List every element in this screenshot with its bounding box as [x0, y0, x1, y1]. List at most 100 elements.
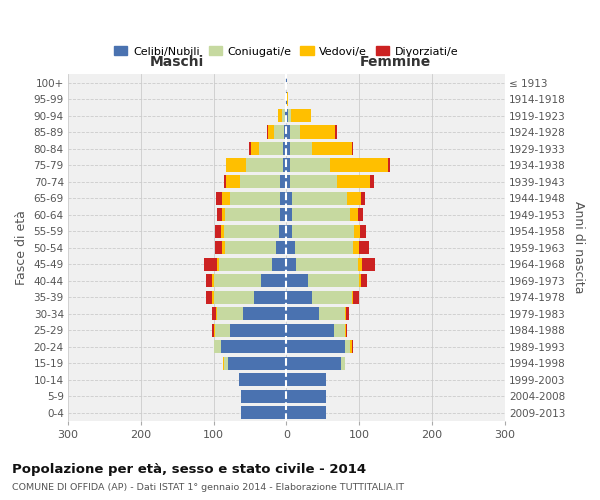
Bar [290, 109, 311, 122]
Text: Femmine: Femmine [360, 56, 431, 70]
Bar [242, 307, 286, 320]
Bar [337, 175, 370, 188]
Bar [350, 340, 352, 353]
Bar [212, 324, 214, 337]
Bar [217, 258, 220, 270]
Bar [286, 224, 292, 237]
Bar [308, 274, 359, 287]
Bar [353, 241, 359, 254]
Bar [280, 175, 286, 188]
Bar [361, 192, 365, 204]
Bar [344, 324, 346, 337]
Bar [278, 109, 282, 122]
Bar [286, 175, 290, 188]
Bar [279, 224, 286, 237]
Bar [290, 175, 337, 188]
Bar [286, 109, 288, 122]
Bar [290, 158, 330, 172]
Bar [283, 158, 286, 172]
Bar [290, 142, 312, 155]
Bar [221, 340, 286, 353]
Bar [360, 224, 365, 237]
Bar [292, 192, 347, 204]
Bar [347, 192, 361, 204]
Bar [225, 208, 280, 221]
Bar [285, 109, 286, 122]
Bar [280, 208, 286, 221]
Bar [280, 192, 286, 204]
Bar [215, 241, 222, 254]
Bar [217, 192, 222, 204]
Bar [286, 158, 290, 172]
Bar [241, 390, 286, 403]
Bar [286, 258, 296, 270]
Bar [214, 324, 215, 337]
Bar [352, 142, 353, 155]
Bar [286, 340, 344, 353]
Bar [212, 290, 214, 304]
Bar [226, 158, 246, 172]
Bar [286, 390, 326, 403]
Bar [319, 307, 344, 320]
Bar [230, 324, 286, 337]
Bar [272, 258, 286, 270]
Bar [204, 258, 217, 270]
Bar [274, 126, 284, 138]
Bar [346, 307, 349, 320]
Bar [388, 158, 389, 172]
Bar [216, 307, 217, 320]
Bar [330, 158, 388, 172]
Bar [288, 109, 290, 122]
Bar [286, 92, 287, 106]
Bar [214, 340, 221, 353]
Bar [292, 208, 350, 221]
Bar [282, 109, 285, 122]
Bar [214, 290, 254, 304]
Bar [344, 307, 346, 320]
Bar [222, 241, 225, 254]
Bar [206, 274, 212, 287]
Legend: Celibi/Nubili, Coniugati/e, Vedovi/e, Divorziati/e: Celibi/Nubili, Coniugati/e, Vedovi/e, Di… [110, 42, 463, 61]
Bar [286, 290, 312, 304]
Bar [276, 241, 286, 254]
Bar [225, 241, 276, 254]
Bar [334, 324, 344, 337]
Bar [286, 324, 334, 337]
Y-axis label: Anni di nascita: Anni di nascita [572, 202, 585, 294]
Bar [246, 158, 283, 172]
Bar [214, 274, 261, 287]
Bar [286, 241, 295, 254]
Bar [206, 290, 212, 304]
Bar [370, 175, 374, 188]
Bar [254, 290, 286, 304]
Bar [241, 175, 280, 188]
Bar [268, 126, 274, 138]
Bar [287, 92, 289, 106]
Bar [215, 224, 221, 237]
Text: COMUNE DI OFFIDA (AP) - Dati ISTAT 1° gennaio 2014 - Elaborazione TUTTITALIA.IT: COMUNE DI OFFIDA (AP) - Dati ISTAT 1° ge… [12, 482, 404, 492]
Bar [286, 76, 287, 89]
Bar [221, 224, 224, 237]
Bar [361, 274, 367, 287]
Bar [286, 274, 308, 287]
Bar [251, 142, 259, 155]
Bar [226, 175, 241, 188]
Bar [286, 126, 290, 138]
Bar [358, 258, 362, 270]
Bar [283, 142, 286, 155]
Bar [286, 356, 341, 370]
Bar [312, 142, 352, 155]
Bar [358, 208, 364, 221]
Bar [223, 356, 224, 370]
Bar [224, 356, 228, 370]
Bar [249, 142, 251, 155]
Text: Maschi: Maschi [150, 56, 204, 70]
Bar [286, 142, 290, 155]
Bar [259, 142, 283, 155]
Bar [296, 258, 358, 270]
Bar [239, 373, 286, 386]
Text: Popolazione per età, sesso e stato civile - 2014: Popolazione per età, sesso e stato civil… [12, 462, 366, 475]
Bar [346, 324, 347, 337]
Bar [362, 258, 375, 270]
Bar [300, 126, 335, 138]
